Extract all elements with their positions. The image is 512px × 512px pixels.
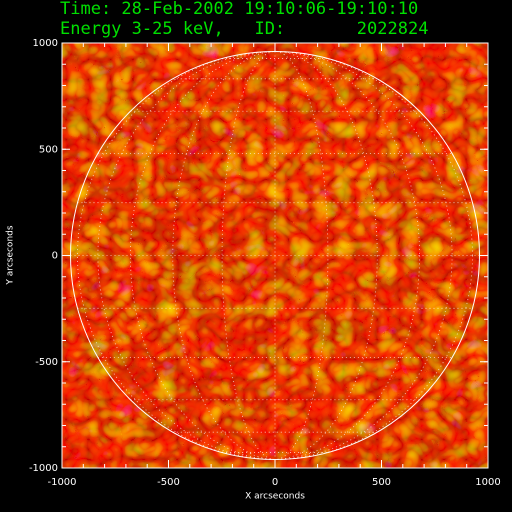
longitude-line xyxy=(130,51,420,460)
y-tick-label: 0 xyxy=(52,251,58,262)
y-tick-label: 1000 xyxy=(33,38,58,49)
x-tick-label: -1000 xyxy=(47,477,76,488)
overlay: -1000 -500 0 500 1000 -1000 -500 0 500 1000 xyxy=(29,38,501,488)
y-tick-label: -1000 xyxy=(29,463,58,474)
plot-frame xyxy=(61,42,489,469)
y-axis-label: Y arcseconds xyxy=(6,225,16,285)
x-tick-label: 1000 xyxy=(475,477,500,488)
chart-subtitle: Energy 3-25 keV, ID: 2022824 xyxy=(60,19,428,39)
y-tick-label: 500 xyxy=(39,144,58,155)
longitude-line xyxy=(77,51,473,460)
x-axis-label: X arcseconds xyxy=(245,492,305,502)
x-tick-label: 0 xyxy=(272,477,278,488)
longitude-line xyxy=(97,51,453,460)
solar-limb xyxy=(70,51,480,460)
longitude-line xyxy=(172,51,378,460)
chart-title: Time: 28-Feb-2002 19:10:06-19:10:10 xyxy=(60,0,418,19)
y-tick-label: -500 xyxy=(35,357,58,368)
x-tick-label: 500 xyxy=(372,477,391,488)
x-tick-label: -500 xyxy=(157,477,180,488)
